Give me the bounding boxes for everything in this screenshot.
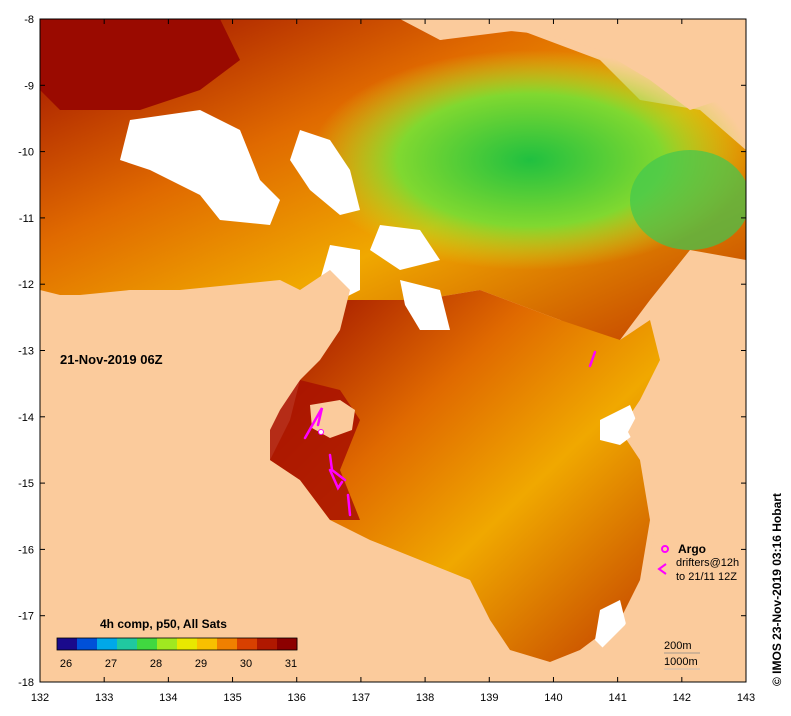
y-tick-label: -12 — [18, 279, 34, 291]
argo-float-marker — [318, 429, 324, 435]
drifter-track — [588, 350, 597, 368]
sea-gulf — [270, 290, 660, 662]
x-tick-label: 143 — [737, 692, 755, 704]
drifter-track — [328, 468, 344, 491]
y-axis: -8 -9 -10 -11 -12 -13 -14 -15 -16 -17 -18 — [18, 14, 746, 689]
colorbar-swatches — [57, 638, 298, 650]
land-new-guinea-coast — [40, 19, 110, 50]
x-tick-label: 134 — [159, 692, 177, 704]
y-tick-label: -13 — [18, 346, 34, 358]
x-tick-label: 135 — [223, 692, 241, 704]
timestamp-label: 21-Nov-2019 06Z — [60, 352, 163, 367]
colorbar-ticks: 26 27 28 29 30 31 — [60, 658, 297, 670]
y-tick-label: -17 — [18, 611, 34, 623]
x-tick-label: 136 — [288, 692, 306, 704]
x-tick-label: 137 — [352, 692, 370, 704]
drifter-tracks — [303, 350, 597, 517]
x-tick-label: 139 — [480, 692, 498, 704]
colorbar-tick-label: 29 — [195, 658, 207, 670]
legend: Argo drifters@12h to 21/11 12Z — [657, 542, 739, 583]
colorbar-swatch — [257, 638, 278, 650]
y-tick-label: -14 — [18, 412, 34, 424]
colorbar-swatch — [237, 638, 258, 650]
y-tick-label: -15 — [18, 478, 34, 490]
x-tick-label: 138 — [416, 692, 434, 704]
drifters-legend-range: to 21/11 12Z — [676, 571, 737, 583]
colorbar-swatch — [57, 638, 78, 650]
x-tick-label: 141 — [608, 692, 626, 704]
y-tick-label: -9 — [24, 80, 34, 92]
x-tick-label: 132 — [31, 692, 49, 704]
colorbar-tick-label: 27 — [105, 658, 117, 670]
drifter-track — [328, 453, 347, 482]
colorbar-swatch — [217, 638, 238, 650]
drifter-track — [346, 493, 352, 517]
colorbar-swatch — [97, 638, 118, 650]
y-tick-label: -10 — [18, 147, 34, 159]
colorbar-swatch — [177, 638, 198, 650]
colorbar-tick-label: 26 — [60, 658, 72, 670]
cool-region-east — [630, 150, 746, 250]
drifters-legend-label: drifters@12h — [676, 557, 739, 569]
contour-label-200m: 200m — [664, 640, 692, 652]
drifter-legend-icon — [657, 563, 667, 575]
colorbar-tick-label: 31 — [285, 658, 297, 670]
colorbar-swatch — [77, 638, 98, 650]
argo-legend-icon — [661, 545, 669, 553]
y-tick-label: -8 — [24, 14, 34, 26]
colorbar-swatch — [157, 638, 178, 650]
x-tick-label: 140 — [544, 692, 562, 704]
colorbar-tick-label: 28 — [150, 658, 162, 670]
x-tick-label: 142 — [673, 692, 691, 704]
colorbar-swatch — [197, 638, 218, 650]
colorbar: 4h comp, p50, All Sats 26 27 28 29 30 31 — [56, 617, 298, 670]
y-tick-label: -18 — [18, 677, 34, 689]
credit-text: © IMOS 23-Nov-2019 03:16 Hobart — [770, 493, 784, 686]
colorbar-swatch — [137, 638, 158, 650]
drifter-track — [303, 407, 324, 440]
colorbar-swatch — [277, 638, 298, 650]
land-arnhem — [40, 270, 550, 682]
argo-legend-label: Argo — [678, 542, 706, 556]
contour-label-1000m: 1000m — [664, 656, 698, 668]
colorbar-swatch — [117, 638, 138, 650]
colorbar-frame — [56, 637, 298, 651]
land-cape-york — [400, 19, 746, 110]
y-tick-label: -16 — [18, 544, 34, 556]
x-tick-label: 133 — [95, 692, 113, 704]
x-axis: 132 133 134 135 136 137 138 139 140 141 142 143 — [31, 19, 755, 704]
colorbar-title: 4h comp, p50, All Sats — [100, 617, 227, 631]
y-tick-label: -11 — [19, 213, 34, 225]
colorbar-tick-label: 30 — [240, 658, 252, 670]
land-east — [560, 260, 746, 682]
